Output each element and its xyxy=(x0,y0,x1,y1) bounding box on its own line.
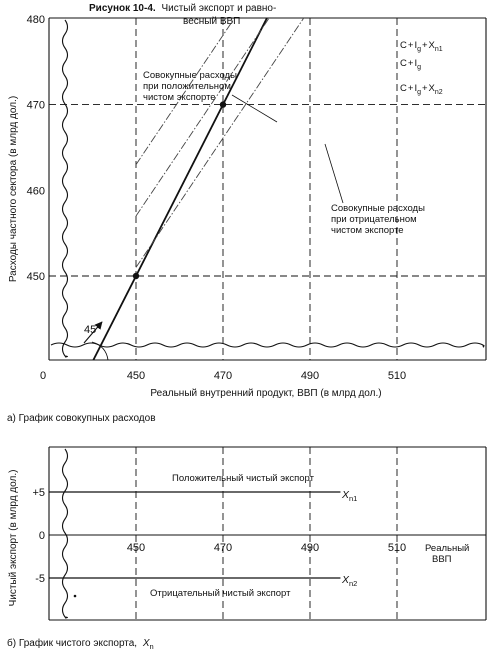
top-y-tick-460: 460 xyxy=(27,185,45,197)
angle-arrow xyxy=(83,321,103,344)
angle-label: 45° xyxy=(84,324,101,336)
top-y-axis-title: Расходы частного сектора (в млрд дол.) xyxy=(8,96,19,282)
annotation-negative-leader xyxy=(324,143,344,204)
top-y-tick-450: 450 xyxy=(27,271,45,283)
figure-title: Рисунок 10-4. Чистый экспорт и равно- xyxy=(89,3,276,14)
bottom-x-tick-490: 490 xyxy=(301,542,319,554)
label-c-ig: C+Ig xyxy=(400,58,421,71)
top-x-tick-510: 510 xyxy=(388,370,406,382)
figure-title-prefix: Рисунок 10-4. xyxy=(89,3,156,14)
equilibrium-point-450 xyxy=(132,272,140,280)
figure-title-text: Чистый экспорт и равно- xyxy=(161,3,276,14)
bottom-x-tick-510: 510 xyxy=(388,542,406,554)
annotation-positive: Совокупные расходы при положительном чис… xyxy=(143,70,240,103)
x-axis-break-squiggle xyxy=(50,342,485,348)
bottom-y-axis-break-squiggle xyxy=(61,448,69,619)
top-x-tick-labels: 450 470 490 510 xyxy=(127,370,406,382)
bottom-y-tick-2: -5 xyxy=(35,573,45,585)
angle-arc xyxy=(91,341,109,361)
y-axis-break-squiggle xyxy=(61,19,69,358)
top-x-tick-490: 490 xyxy=(301,370,319,382)
top-y-tick-480: 480 xyxy=(27,14,45,26)
annotation-negative: Совокупные расходы при отрицательном чис… xyxy=(331,203,428,236)
top-series xyxy=(92,18,305,360)
equilibrium-point-470 xyxy=(219,101,227,108)
top-x-tick-470: 470 xyxy=(214,370,232,382)
series-line-c-ig-xn2 xyxy=(135,18,305,268)
bottom-caption: б) График чистого экспорта, Xn xyxy=(7,637,154,651)
top-y-tick-labels: 450460470480490500 xyxy=(27,14,45,283)
bottom-chart: 450 470 490 510 +5 0 -5 Положительный чистый … xyxy=(7,446,487,651)
label-xn2: Xn2 xyxy=(341,574,357,588)
bottom-y-tick-1: 0 xyxy=(39,530,45,542)
bottom-series xyxy=(49,491,341,579)
label-c-ig-xn2: C+Ig+Xn2 xyxy=(400,83,443,96)
series-line-45-degree xyxy=(92,18,268,360)
top-equilibrium-points xyxy=(132,101,227,280)
label-negative-net-exports: Отрицательный чистый экспорт xyxy=(150,588,291,599)
label-c-ig-xn1: C+Ig+Xn1 xyxy=(400,40,443,53)
annotation-positive-leader xyxy=(231,94,278,123)
bottom-y-tick-labels: +5 0 -5 xyxy=(32,487,45,585)
stray-dot xyxy=(73,594,77,598)
bottom-x-axis-title-line2: ВВП xyxy=(432,554,452,565)
top-caption: а) График совокупных расходов xyxy=(7,412,156,424)
label-positive-net-exports: Положительный чистый экспорт xyxy=(172,473,315,484)
top-y-tick-470: 470 xyxy=(27,100,45,112)
bottom-y-tick-0: +5 xyxy=(32,487,45,499)
bottom-x-tick-450: 450 xyxy=(127,542,145,554)
bottom-grid xyxy=(49,447,486,620)
top-x-axis-title: Реальный внутренний продукт, ВВП (в млрд… xyxy=(150,388,381,399)
bottom-x-tick-470: 470 xyxy=(214,542,232,554)
series-line-c-ig xyxy=(135,18,270,217)
top-grid xyxy=(49,18,486,360)
origin-label: 0 xyxy=(40,370,46,382)
bottom-y-axis-title: Чистый экспорт (в млрд дол.) xyxy=(8,470,19,607)
series-line-c-ig-xn1 xyxy=(135,18,236,165)
bottom-x-tick-labels: 450 470 490 510 xyxy=(127,542,406,554)
top-x-tick-450: 450 xyxy=(127,370,145,382)
label-xn1: Xn1 xyxy=(341,489,357,503)
figure-title-line2: весный ВВП xyxy=(183,16,240,27)
bottom-x-axis-title-line1: Реальный xyxy=(425,543,469,554)
